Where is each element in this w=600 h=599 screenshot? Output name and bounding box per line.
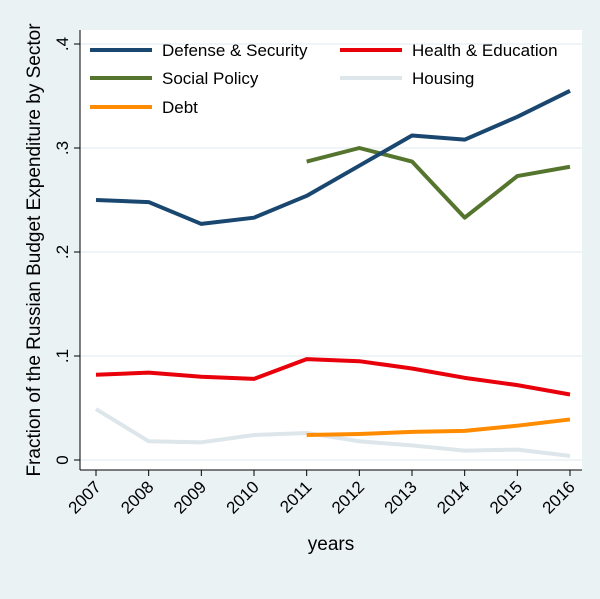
legend-label: Debt: [162, 98, 198, 117]
legend-label: Housing: [412, 69, 474, 88]
legend-label: Defense & Security: [162, 41, 308, 60]
y-axis-title: Fraction of the Russian Budget Expenditu…: [24, 23, 45, 477]
series-line-social-policy: [306, 146, 571, 220]
series-line-housing: [94, 407, 571, 458]
series-line-debt: [306, 417, 571, 438]
legend: Defense & Security Health & Education Soci…: [90, 41, 558, 117]
y-tick-label: .2: [53, 245, 72, 259]
series-line-defense-security: [95, 89, 571, 226]
y-tick-label: .3: [53, 141, 72, 155]
y-tick-label: .1: [53, 349, 72, 363]
plot-area: [80, 30, 582, 470]
y-axis-ticks: 0 .1 .2 .3 .4: [53, 37, 80, 465]
x-axis-title: years: [308, 534, 354, 555]
legend-label: Social Policy: [162, 69, 259, 88]
legend-label: Health & Education: [412, 41, 558, 60]
series-lines: [94, 89, 571, 458]
y-tick-label: 0: [53, 455, 72, 464]
y-tick-label: .4: [53, 37, 72, 51]
series-line-health-education: [95, 357, 571, 397]
gridlines: [80, 43, 582, 461]
axes: [79, 30, 582, 471]
